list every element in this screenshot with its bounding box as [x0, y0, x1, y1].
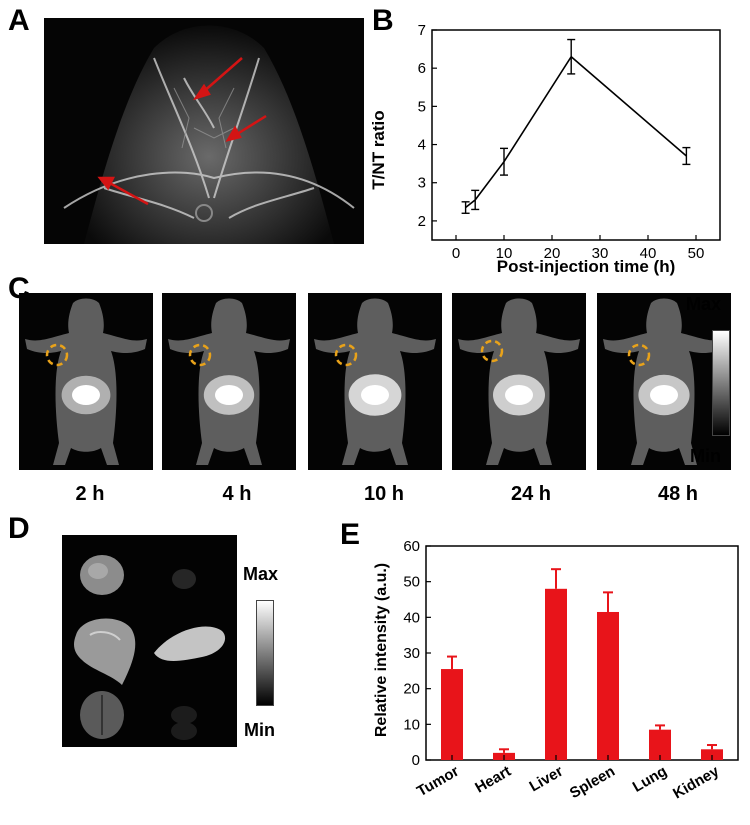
timepoint-label: 24 h — [510, 483, 552, 505]
y-tick-label: 0 — [412, 752, 420, 769]
scale-max-label-d: Max — [243, 564, 279, 584]
chart-e-ylabel: Relative intensity (a.u.) — [373, 563, 390, 737]
timepoint-label: 4 h — [222, 483, 252, 505]
x-tick-label: 10 — [496, 245, 513, 262]
y-tick-label: 10 — [403, 716, 420, 733]
chart-b-xlabel: Post-injection time (h) — [497, 257, 676, 276]
mouse-fluorescence-image — [19, 293, 153, 470]
y-tick-label: 30 — [403, 645, 420, 662]
bar — [545, 588, 567, 760]
y-tick-label: 50 — [403, 574, 420, 591]
scale-max-label-c: Max — [686, 294, 722, 314]
panel-label-e: E — [340, 518, 361, 551]
chart-b-ylabel: T/NT ratio — [369, 110, 388, 189]
mouse-fluorescence-image — [162, 293, 296, 470]
timepoint-label: 10 h — [363, 483, 405, 505]
organ-intensity-bar-chart: 0 10 20 30 40 50 60 Tumor Heart Liver Spleen Lung Ki… — [373, 538, 739, 802]
bar — [649, 729, 671, 760]
panel-label-b: B — [372, 4, 394, 37]
mouse-fluorescence-image — [597, 293, 731, 470]
y-tick-label: 6 — [418, 60, 426, 77]
y-tick-label: 40 — [403, 609, 420, 626]
panel-label-a: A — [8, 4, 30, 37]
tnt-ratio-line-chart: 0 10 20 30 40 50 2 3 4 5 6 7 T/NT ratio Post-inject… — [369, 22, 721, 276]
organ-ex-vivo-image — [62, 535, 237, 747]
scale-min-label-d: Min — [244, 720, 275, 740]
mouse-fluorescence-image — [452, 293, 586, 470]
series-line — [465, 55, 687, 209]
panel-label-d: D — [8, 512, 30, 545]
timepoint-label: 48 h — [657, 483, 699, 505]
bar — [701, 749, 723, 760]
y-tick-label: 2 — [418, 213, 426, 230]
vascular-fluorescence-image — [44, 18, 364, 244]
plot-frame — [431, 29, 721, 241]
y-tick-label: 4 — [418, 137, 426, 154]
x-tick-label: 40 — [640, 245, 657, 262]
x-tick-label: 0 — [452, 245, 460, 262]
x-tick-label: 50 — [688, 245, 705, 262]
x-tick-label: Heart — [472, 763, 514, 797]
scale-min-label-c: Min — [690, 446, 721, 466]
intensity-colorbar-c — [712, 330, 730, 436]
y-tick-label: 20 — [403, 681, 420, 698]
x-tick-label: Liver — [526, 763, 566, 796]
y-tick-label: 5 — [418, 98, 426, 115]
mouse-fluorescence-image — [308, 293, 442, 470]
x-tick-label: Lung — [630, 763, 670, 796]
y-tick-label: 7 — [418, 22, 426, 39]
x-tick-label: Tumor — [414, 763, 462, 801]
x-tick-label: 30 — [592, 245, 609, 262]
plot-frame — [425, 545, 739, 761]
y-tick-label: 3 — [418, 175, 426, 192]
y-tick-label: 60 — [403, 538, 420, 555]
bar — [597, 611, 619, 760]
x-tick-label: 20 — [544, 245, 561, 262]
x-tick-label: Kidney — [670, 762, 722, 802]
bar — [441, 669, 463, 760]
timepoint-label: 2 h — [75, 483, 105, 505]
intensity-colorbar-d — [256, 600, 274, 706]
x-tick-label: Spleen — [567, 763, 618, 802]
